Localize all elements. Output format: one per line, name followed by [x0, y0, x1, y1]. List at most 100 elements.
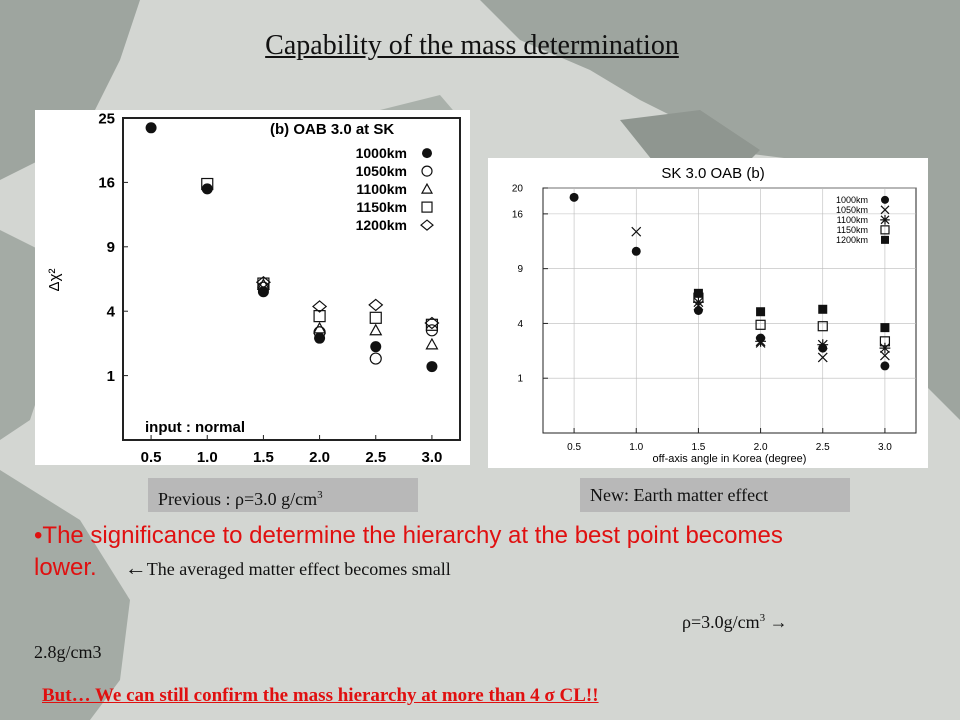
- legend-label: 1150km: [837, 225, 868, 235]
- chart-right: 0.5 1.0 1.5 2.0 2.5 3.0 1 4 9 16 20 SK 3.0 OAB (b) o…: [488, 158, 928, 468]
- legend-label: 1000km: [836, 195, 868, 205]
- data-point: [879, 336, 891, 347]
- legend-label: 1150km: [356, 199, 407, 215]
- x-tick-label: 2.5: [365, 449, 386, 465]
- data-point: [817, 339, 829, 351]
- data-point: [756, 307, 766, 317]
- data-point: [369, 352, 382, 365]
- x-tick-label: 1.5: [253, 449, 274, 465]
- legend-label: 1000km: [356, 145, 407, 161]
- x-tick-label: 3.0: [421, 449, 442, 465]
- data-point: [880, 323, 890, 333]
- data-point: [880, 361, 890, 371]
- y-tick-label: 1: [107, 368, 115, 385]
- legend-label: 1050km: [836, 205, 868, 215]
- data-point: [755, 319, 766, 330]
- caption-new-text: New: Earth matter effect: [590, 485, 769, 505]
- data-point: [201, 177, 214, 191]
- plot-frame: [122, 117, 461, 441]
- density-from: ρ=3.0g/cm: [682, 612, 760, 632]
- legend-label: 1100km: [837, 215, 868, 225]
- density-to: 2.8g/cm3: [34, 642, 102, 662]
- data-point: [879, 342, 891, 354]
- chart-title: SK 3.0 OAB (b): [661, 165, 764, 182]
- data-point: [145, 122, 157, 134]
- chart-left-svg: 0.5 1.0 1.5 2.0 2.5 3.0 1 4 9 16 25 (b) OAB 3.0 at …: [46, 110, 461, 465]
- data-point: [368, 298, 384, 312]
- x-tick-label: 1.5: [691, 442, 705, 453]
- y-axis-label: Δχ²: [46, 269, 63, 292]
- x-tick-label: 1.0: [197, 449, 218, 465]
- legend-marker: [880, 205, 890, 215]
- data-point: [693, 288, 703, 298]
- data-point: [755, 335, 766, 347]
- chart-left: 0.5 1.0 1.5 2.0 2.5 3.0 1 4 9 16 25 (b) OAB 3.0 at …: [35, 110, 470, 465]
- chart-right-svg: 0.5 1.0 1.5 2.0 2.5 3.0 1 4 9 16 20 SK 3.0 OAB (b) o…: [512, 165, 917, 465]
- legend-marker: [421, 201, 433, 213]
- data-point: [879, 350, 890, 361]
- data-point: [426, 361, 438, 373]
- data-point: [369, 323, 383, 336]
- x-tick-label: 2.5: [816, 442, 830, 453]
- legend-label: 1200km: [356, 217, 407, 233]
- x-tick-label: 1.0: [629, 442, 643, 453]
- x-tick-label: 2.0: [754, 442, 768, 453]
- y-tick-label: 9: [107, 239, 115, 256]
- y-tick-label: 25: [98, 110, 115, 127]
- legend-marker: [881, 235, 889, 244]
- caption-new: New: Earth matter effect: [580, 478, 850, 512]
- data-point: [313, 321, 327, 334]
- bullet-text: The significance to determine the hierar…: [34, 522, 783, 581]
- y-tick-label: 16: [98, 175, 115, 192]
- data-point: [313, 310, 326, 323]
- legend-label: 1100km: [356, 181, 407, 197]
- legend-marker: [880, 215, 890, 225]
- data-point: [569, 192, 579, 202]
- density-change: ρ=3.0g/cm3 →: [682, 612, 788, 633]
- density-arrow: →: [765, 612, 788, 632]
- bullet-marker: •: [34, 522, 43, 549]
- x-tick-label: 3.0: [878, 442, 892, 453]
- y-tick-label: 1: [517, 374, 523, 385]
- x-tick-label: 0.5: [141, 449, 162, 465]
- legend-marker: [420, 182, 434, 194]
- y-tick-label: 16: [512, 209, 524, 220]
- y-tick-label: 9: [517, 264, 523, 275]
- x-axis-label: off-axis angle in Korea (degree): [653, 453, 807, 465]
- y-tick-label: 4: [517, 319, 523, 330]
- legend-marker: [420, 219, 434, 231]
- density-from-sup: 3: [759, 612, 766, 624]
- chart-title: (b) OAB 3.0 at SK: [270, 121, 394, 138]
- data-point: [817, 352, 828, 363]
- legend-label: 1200km: [836, 235, 868, 245]
- data-point: [631, 226, 642, 237]
- chart-annotation: input : normal: [145, 419, 245, 436]
- data-point: [817, 321, 828, 332]
- y-tick-label: 4: [107, 303, 116, 320]
- data-point: [255, 275, 271, 289]
- legend-label: 1050km: [356, 163, 407, 179]
- caption-previous: Previous : ρ=3.0 g/cm3: [148, 478, 418, 512]
- legend-marker: [881, 195, 889, 204]
- page-title: Capability of the mass determination: [265, 30, 679, 61]
- y-tick-label: 20: [512, 184, 524, 195]
- data-point: [424, 316, 440, 330]
- arrow-note-text: The averaged matter effect becomes small: [146, 559, 451, 579]
- legend-marker: [422, 148, 432, 159]
- caption-previous-text: Previous : ρ=3.0 g/cm: [158, 489, 318, 509]
- arrow-note: ←The averaged matter effect becomes smal…: [125, 555, 451, 580]
- data-point: [369, 311, 382, 324]
- x-tick-label: 0.5: [567, 442, 581, 453]
- data-point: [631, 246, 641, 256]
- caption-previous-sup: 3: [317, 489, 323, 501]
- data-point: [425, 337, 439, 350]
- legend-marker: [421, 165, 433, 177]
- data-point: [312, 300, 328, 313]
- conclusion-text: But… We can still confirm the mass hiera…: [42, 685, 599, 706]
- legend-marker: [880, 225, 890, 235]
- significance-bullet: •The significance to determine the hiera…: [34, 520, 914, 585]
- data-point: [818, 304, 828, 314]
- arrow-glyph: ←: [124, 555, 147, 580]
- data-point: [425, 318, 439, 331]
- data-point: [370, 341, 382, 353]
